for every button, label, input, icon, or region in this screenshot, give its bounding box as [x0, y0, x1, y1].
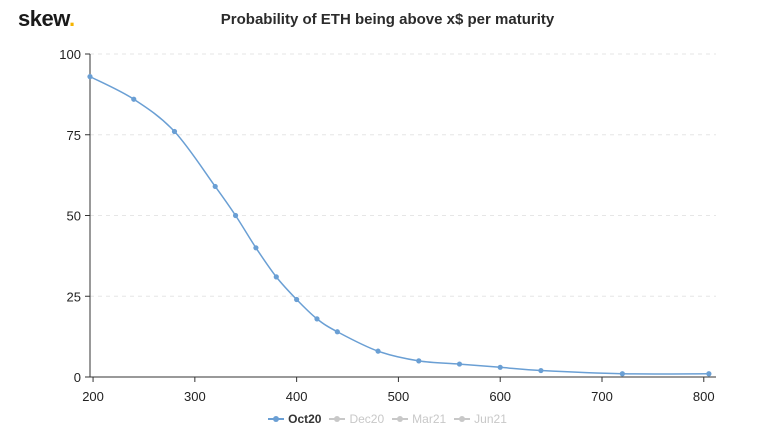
x-tick-label: 200 — [82, 389, 104, 404]
x-tick-label: 600 — [489, 389, 511, 404]
legend: Oct20 Dec20 Mar21 Jun21 — [0, 412, 775, 426]
legend-marker — [329, 414, 346, 424]
data-point — [456, 361, 463, 367]
x-tick-label: 300 — [184, 389, 206, 404]
legend-item-dec20[interactable]: Dec20 — [329, 412, 384, 426]
data-point — [375, 348, 381, 354]
data-point — [334, 329, 340, 335]
gridlines — [90, 53, 716, 297]
x-tick-label: 700 — [591, 389, 613, 404]
legend-label: Mar21 — [412, 412, 447, 426]
legend-marker — [268, 414, 285, 424]
series-group — [87, 74, 712, 377]
legend-item-oct20[interactable]: Oct20 — [268, 412, 321, 426]
legend-label: Oct20 — [288, 412, 322, 426]
data-point — [416, 358, 422, 364]
data-point — [171, 128, 178, 135]
y-tick-label: 0 — [74, 370, 81, 385]
data-point — [212, 183, 218, 190]
legend-item-jun21[interactable]: Jun21 — [454, 412, 507, 426]
x-tick-label: 800 — [693, 389, 715, 404]
data-point — [294, 296, 300, 303]
data-point — [314, 316, 320, 322]
data-point — [253, 245, 259, 251]
data-point — [273, 274, 279, 280]
legend-item-mar21[interactable]: Mar21 — [392, 412, 446, 426]
legend-marker — [454, 414, 471, 424]
legend-label: Jun21 — [474, 412, 507, 426]
skew-logo: skew. — [18, 6, 75, 31]
data-point — [497, 364, 503, 370]
y-tick-label: 75 — [67, 128, 81, 143]
legend-marker — [392, 414, 409, 424]
y-tick-label: 50 — [67, 209, 81, 224]
x-tick-label: 400 — [286, 389, 308, 404]
legend-label: Dec20 — [349, 412, 385, 426]
y-tick-label: 25 — [67, 289, 81, 304]
chart-title: Probability of ETH being above x$ per ma… — [220, 11, 555, 28]
y-axis-ticks: 0 25 50 75 100 — [59, 47, 90, 385]
series-line-oct20 — [89, 75, 709, 375]
data-point — [619, 371, 625, 377]
data-point — [232, 212, 239, 219]
y-tick-label: 100 — [59, 47, 81, 62]
data-point — [131, 96, 137, 102]
data-point — [706, 371, 712, 377]
data-point — [87, 74, 93, 80]
x-axis-ticks: 200 300 400 500 600 700 800 — [82, 377, 715, 404]
data-point — [538, 367, 544, 374]
x-tick-label: 500 — [388, 389, 410, 404]
